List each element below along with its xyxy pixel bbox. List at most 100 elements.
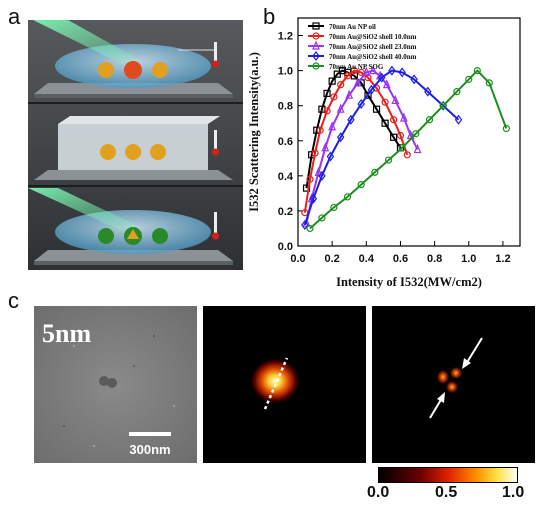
scattering-chart: 0.0 0.2 0.4 0.6 0.8 1.0 1.2 0.0 0.2 0.4 0.6 0.8 1.0 1… — [247, 17, 521, 289]
colorbar-tick-0: 0.0 — [367, 484, 390, 501]
legend-label-3: 70nm Au@SiO2 shell 40.0nm — [329, 53, 417, 61]
data-point — [465, 75, 473, 83]
data-point — [345, 89, 354, 99]
scene-oil-droplet — [33, 20, 233, 98]
data-point — [473, 67, 481, 75]
panel-letter-b: b — [263, 4, 276, 29]
data-point — [328, 77, 336, 85]
data-point — [454, 114, 463, 125]
data-point — [390, 116, 398, 124]
series-line-1 — [303, 69, 409, 213]
y-tick-label: 0.8 — [278, 101, 293, 113]
data-point — [439, 102, 447, 110]
data-point — [369, 65, 378, 75]
series-line-4 — [309, 69, 508, 230]
data-point — [338, 67, 347, 75]
x-tick-label: 0.6 — [393, 253, 408, 265]
data-point — [343, 193, 352, 201]
y-tick-label: 0.2 — [278, 206, 293, 218]
data-point — [453, 88, 461, 96]
sem-size-label: 5nm — [42, 319, 91, 348]
x-tick-label: 0.2 — [325, 253, 340, 265]
series-line-3 — [303, 69, 460, 226]
x-axis-label: Intensity of I532(MW/cm2) — [336, 275, 482, 289]
colorbar-tick-2: 1.0 — [502, 484, 525, 501]
y-axis-label: I532 Scattering Intensity(a.u.) — [247, 52, 261, 212]
plot-frame — [297, 17, 521, 247]
arrow-top — [465, 337, 483, 365]
data-point — [403, 151, 411, 159]
x-tick-label: 1.2 — [495, 253, 510, 265]
data-point — [381, 119, 389, 127]
data-point — [364, 74, 372, 82]
shell-scattering-image — [372, 306, 535, 463]
scene-sog-block — [34, 116, 233, 180]
data-point — [382, 79, 391, 89]
data-point — [364, 91, 372, 99]
data-point — [343, 72, 352, 80]
scale-bar — [129, 432, 171, 436]
data-point — [312, 40, 320, 50]
data-point — [311, 149, 319, 157]
data-point — [321, 142, 330, 152]
data-point — [398, 144, 406, 152]
x-tick-label: 1.0 — [461, 253, 476, 265]
y-tick-label: 1.0 — [278, 66, 293, 78]
data-point — [347, 114, 355, 125]
sem-image: 5nm 300nm — [34, 306, 197, 463]
data-point — [312, 51, 320, 61]
data-point — [318, 214, 326, 222]
panel-letter-c: c — [8, 288, 19, 313]
y-tick-label: 0.0 — [278, 241, 293, 253]
data-point — [425, 116, 434, 124]
series-line-2 — [305, 69, 419, 224]
data-point — [391, 94, 400, 105]
arrow-bottom — [429, 397, 443, 419]
scattering-image — [203, 306, 366, 463]
legend-label-2: 70nm Au@SiO2 shell 23.0nm — [329, 43, 417, 51]
data-point — [381, 98, 389, 106]
data-point — [314, 166, 323, 176]
data-point — [323, 107, 331, 115]
x-tick-label: 0.8 — [427, 253, 442, 265]
data-point — [371, 168, 379, 176]
data-point — [312, 62, 320, 70]
data-point — [318, 170, 326, 181]
data-point — [398, 67, 406, 78]
data-point — [336, 103, 345, 113]
data-point — [396, 131, 405, 140]
schematic-panel-a — [28, 20, 243, 270]
data-point — [390, 133, 398, 141]
data-point — [350, 67, 358, 75]
data-point — [328, 121, 337, 131]
data-point — [362, 66, 371, 76]
y-tick-label: 0.4 — [278, 171, 294, 183]
y-tick-label: 1.2 — [278, 31, 293, 43]
data-point — [336, 132, 345, 143]
data-point — [377, 72, 386, 83]
data-point — [306, 175, 314, 183]
data-point — [330, 93, 338, 101]
data-point — [388, 65, 396, 76]
colorbar — [378, 467, 518, 489]
data-point — [357, 98, 365, 109]
data-point — [410, 74, 418, 85]
data-point — [316, 126, 324, 134]
data-point — [413, 144, 422, 154]
data-point — [424, 86, 432, 97]
legend-label-0: 70nm Au NP oil — [329, 23, 376, 31]
data-point — [412, 130, 420, 138]
colorbar-tick-1: 0.5 — [435, 484, 458, 501]
data-point — [357, 181, 365, 189]
data-point — [326, 151, 335, 162]
data-point — [312, 22, 320, 30]
panel-letter-a: a — [8, 4, 21, 29]
data-point — [485, 79, 493, 87]
data-point — [372, 105, 381, 113]
y-tick-label: 0.6 — [278, 136, 293, 148]
data-point — [306, 224, 314, 233]
scene-shell-droplet — [28, 188, 233, 265]
data-point — [337, 81, 345, 89]
data-point — [399, 112, 408, 122]
data-point — [323, 89, 331, 98]
